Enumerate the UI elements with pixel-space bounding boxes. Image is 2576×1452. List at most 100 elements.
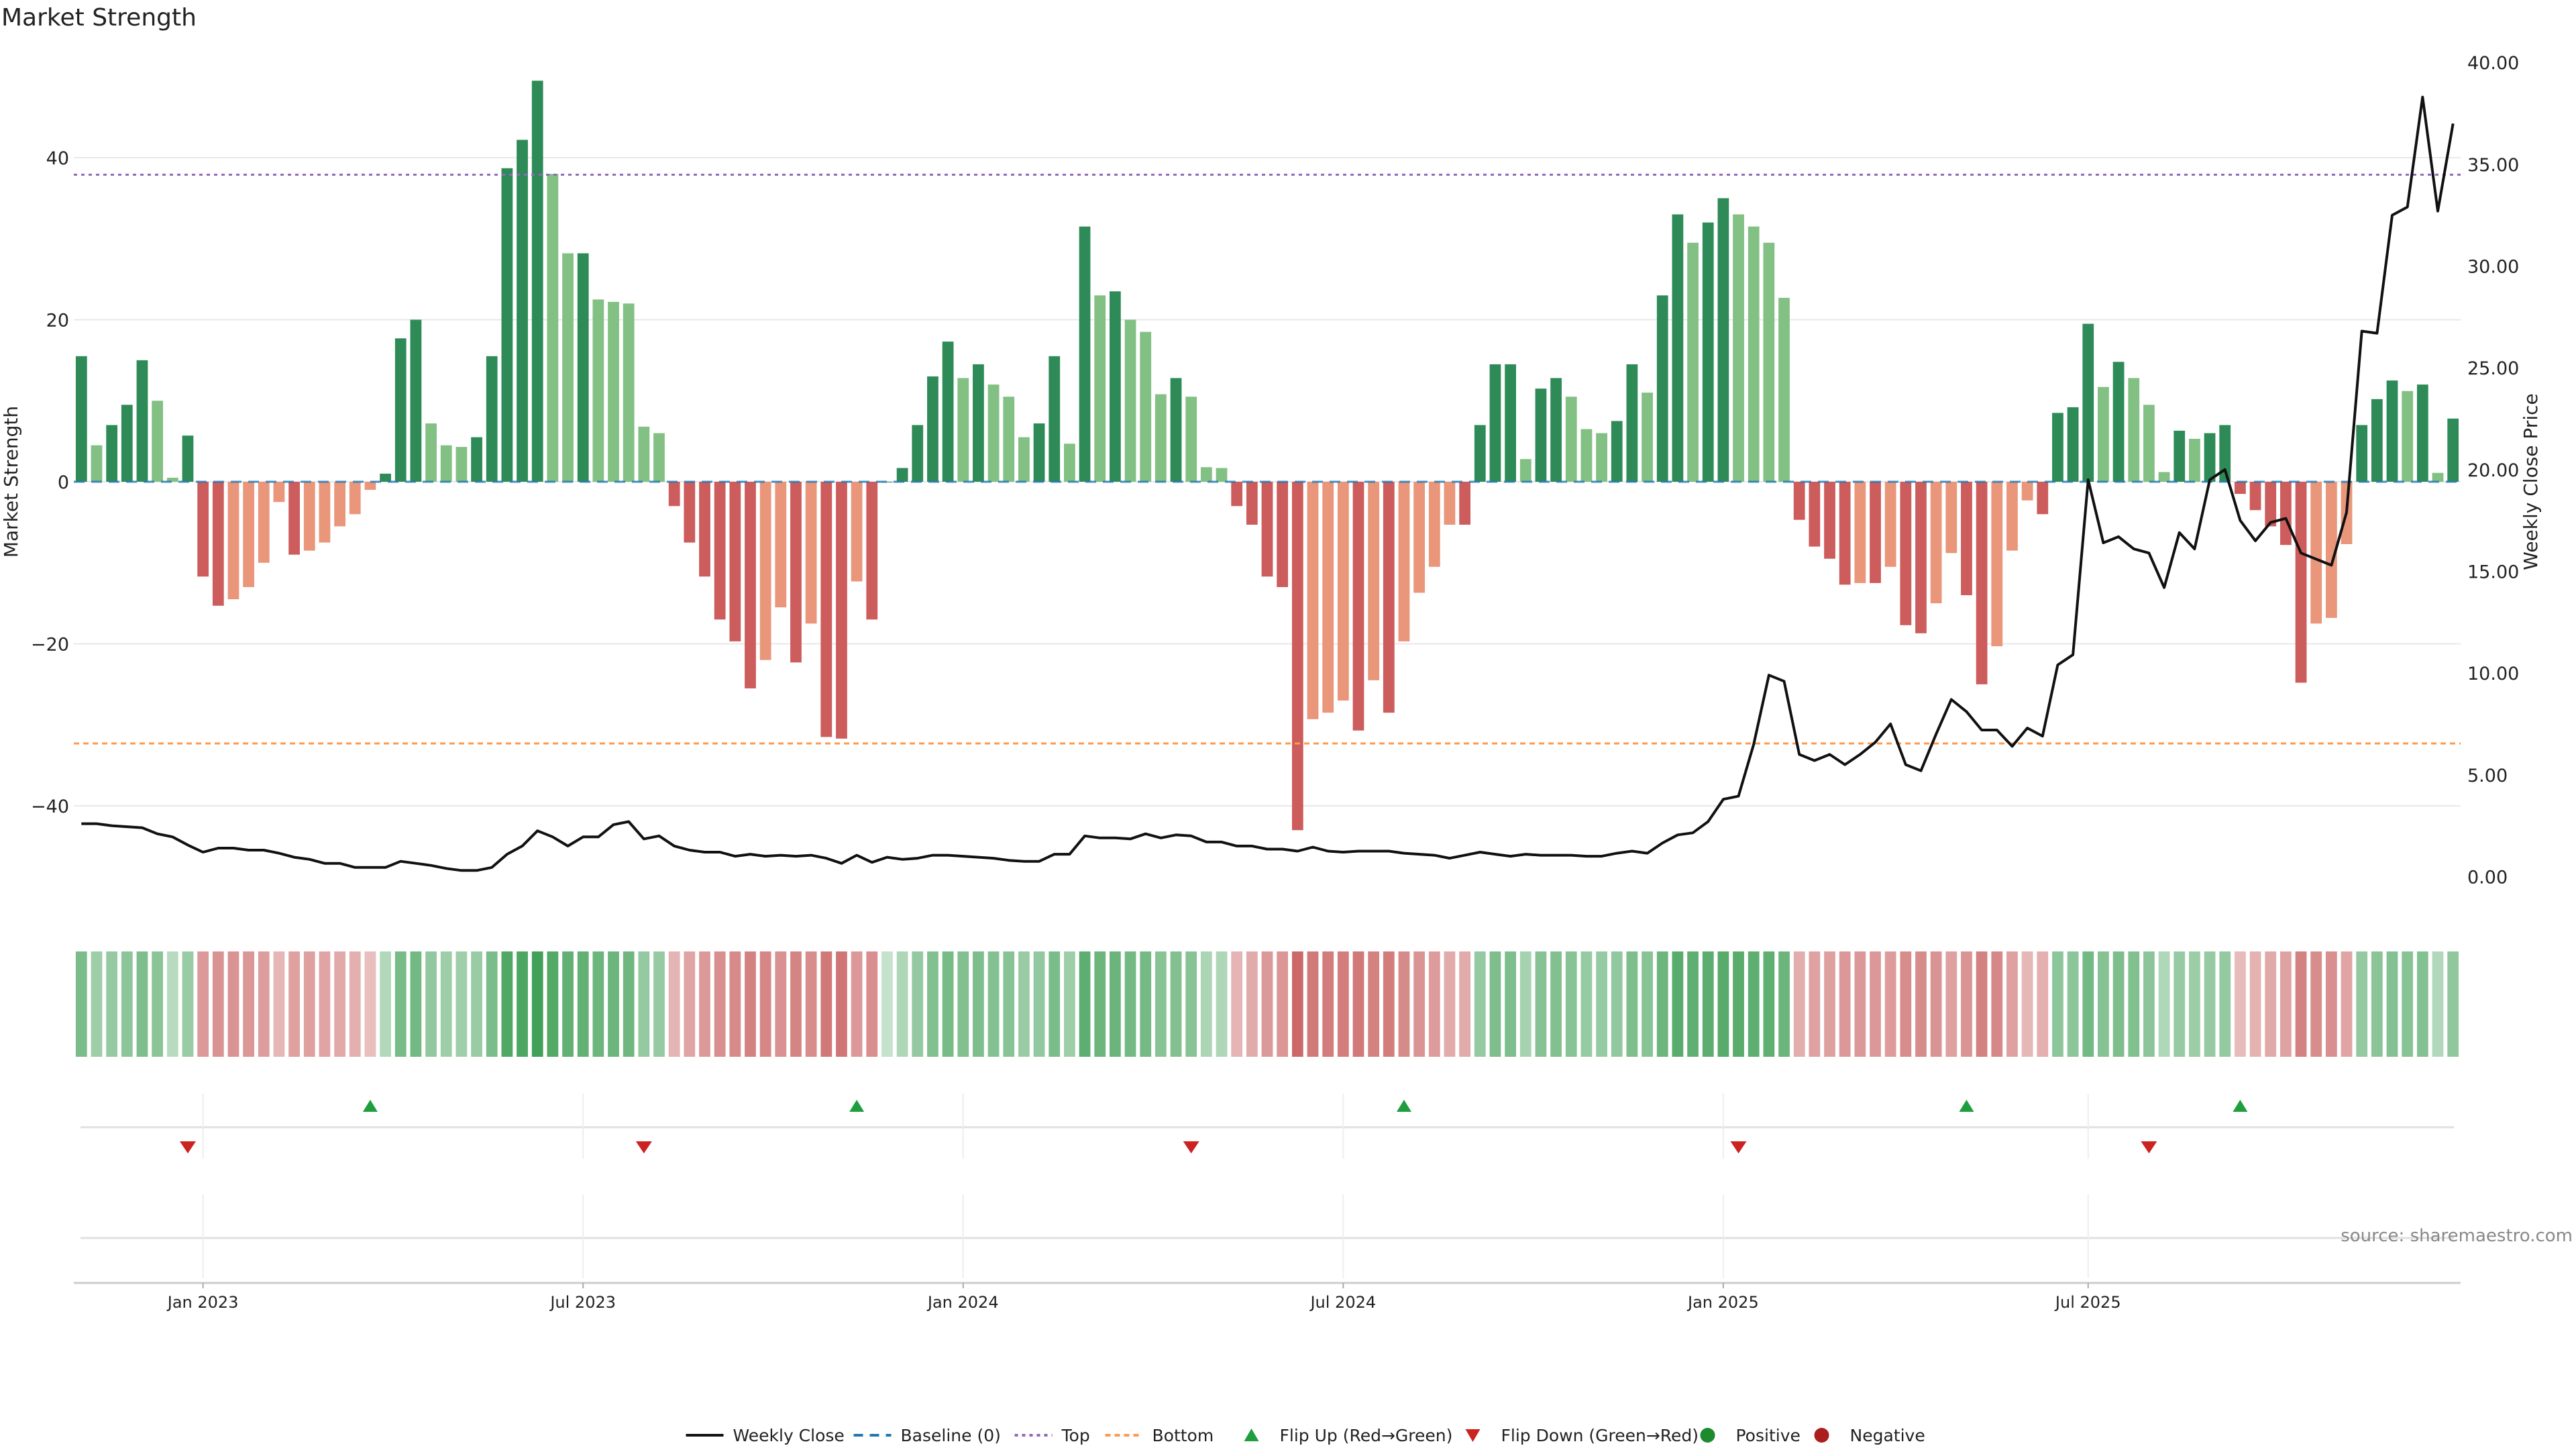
heat-cell <box>1519 951 1532 1057</box>
heat-cell <box>303 951 315 1057</box>
strength-bar <box>2402 391 2414 482</box>
heat-cell <box>1550 951 1562 1057</box>
heat-cell <box>1109 951 1121 1057</box>
strength-bar <box>1505 364 1516 482</box>
strength-bar <box>440 445 452 482</box>
strength-bar <box>684 482 696 543</box>
flip-down-marker <box>1183 1141 1199 1153</box>
heat-cell <box>2082 951 2094 1057</box>
strength-bar <box>334 482 345 527</box>
heat-cell <box>957 951 969 1057</box>
heat-cell <box>1231 951 1243 1057</box>
strength-bar <box>1109 291 1121 482</box>
heat-cell <box>714 951 726 1057</box>
heat-cell <box>1991 951 2003 1057</box>
heat-cell <box>1277 951 1289 1057</box>
y-right-tick-label: 0.00 <box>2467 867 2508 888</box>
heat-cell <box>638 951 650 1057</box>
strength-bar <box>1748 226 1760 482</box>
heat-cell <box>227 951 239 1057</box>
heat-cell <box>1793 951 1805 1057</box>
strength-bar <box>912 425 924 482</box>
heat-cell <box>1307 951 1319 1057</box>
strength-bar <box>2189 439 2200 482</box>
strength-bars <box>75 81 2459 831</box>
strength-bar <box>1170 378 1182 482</box>
legend-label: Weekly Close <box>733 1426 845 1445</box>
y-left-tick-label: −20 <box>31 635 69 656</box>
legend-swatch <box>1465 1429 1481 1442</box>
strength-bar <box>517 140 528 482</box>
heat-cell <box>2189 951 2200 1057</box>
heat-cell <box>2235 951 2246 1057</box>
heat-cell <box>121 951 133 1057</box>
strength-bar <box>410 319 422 482</box>
strength-bar <box>1231 482 1243 507</box>
strength-bar <box>152 401 164 482</box>
flip-up-marker <box>2233 1100 2248 1112</box>
legend-label: Positive <box>1736 1426 1801 1445</box>
strength-bar <box>775 482 787 608</box>
source-note: source: sharemaestro.com <box>2341 1226 2573 1246</box>
heat-cell <box>2402 951 2414 1057</box>
heat-cell <box>517 951 528 1057</box>
y-axis-right-label: Weekly Close Price <box>2520 393 2542 570</box>
strength-bar <box>258 482 270 563</box>
heat-cell <box>1854 951 1866 1057</box>
strength-bar <box>531 81 543 482</box>
heat-cell <box>653 951 665 1057</box>
heat-cell <box>1976 951 1988 1057</box>
heat-cell <box>2432 951 2444 1057</box>
strength-bar <box>1550 378 1562 482</box>
heat-cell <box>136 951 148 1057</box>
heat-cell <box>2174 951 2186 1057</box>
legend-label: Bottom <box>1152 1426 1214 1445</box>
heat-cell <box>1200 951 1212 1057</box>
heat-cell <box>501 951 513 1057</box>
heat-cell <box>2416 951 2428 1057</box>
heat-cell <box>2386 951 2398 1057</box>
heat-cell <box>1155 951 1167 1057</box>
strength-bar <box>1642 393 1653 482</box>
strength-bar <box>1368 482 1380 680</box>
strength-bar <box>1809 482 1821 547</box>
heat-cell <box>896 951 908 1057</box>
strength-bar <box>1155 394 1167 482</box>
strength-bar <box>1079 226 1091 482</box>
strength-bar <box>1216 468 1228 482</box>
heat-cell <box>1383 951 1395 1057</box>
heat-cell <box>1474 951 1486 1057</box>
flip-up-marker <box>1959 1100 1974 1112</box>
strength-bar <box>987 384 1000 482</box>
strength-bar <box>1778 297 1790 482</box>
strength-bar <box>1870 482 1881 583</box>
heat-cell <box>912 951 924 1057</box>
strength-bar <box>1094 295 1106 482</box>
legend-label: Baseline (0) <box>901 1426 1001 1445</box>
strength-bar <box>1961 482 1972 596</box>
strength-bar <box>608 301 619 482</box>
strength-bar <box>2279 482 2292 546</box>
strength-bar <box>1200 467 1212 482</box>
strength-bar <box>2235 482 2246 495</box>
y-right-tick-label: 35.00 <box>2467 155 2519 176</box>
legend-item-baseline: Baseline (0) <box>853 1426 1001 1445</box>
heat-cell <box>349 951 361 1057</box>
legend-item-top: Top <box>1014 1426 1090 1445</box>
strength-bar <box>1413 482 1426 593</box>
strength-bar <box>136 360 148 482</box>
flip-down-marker <box>1730 1141 1747 1153</box>
flip-up-marker <box>362 1100 378 1112</box>
heat-cell <box>1170 951 1182 1057</box>
strength-bar <box>1656 295 1668 482</box>
heat-cell <box>2143 951 2155 1057</box>
y-left-tick-label: 40 <box>46 148 69 169</box>
strength-bar <box>2356 425 2368 482</box>
heat-cell <box>455 951 468 1057</box>
strength-bar <box>562 253 574 482</box>
x-tick-label: Jan 2023 <box>166 1293 239 1312</box>
heat-cell <box>1079 951 1091 1057</box>
weekly-close-line <box>81 95 2455 872</box>
strength-bar <box>836 482 847 739</box>
